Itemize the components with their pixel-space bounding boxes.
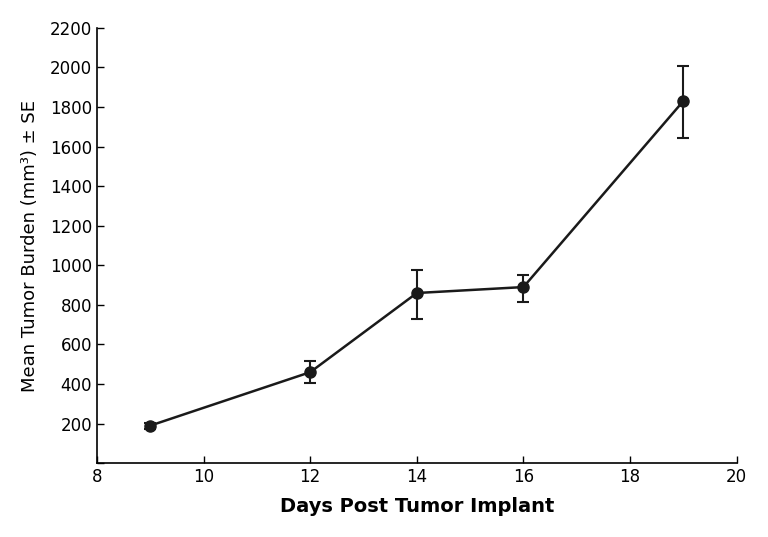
- Y-axis label: Mean Tumor Burden (mm³) ± SE: Mean Tumor Burden (mm³) ± SE: [21, 99, 39, 391]
- X-axis label: Days Post Tumor Implant: Days Post Tumor Implant: [280, 497, 554, 516]
